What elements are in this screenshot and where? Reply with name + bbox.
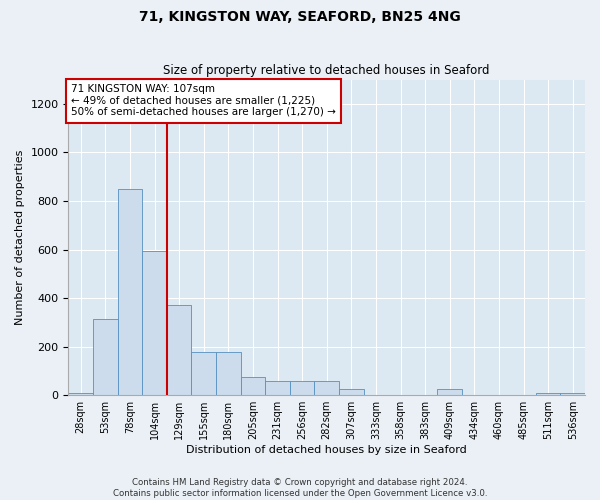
Bar — [93, 318, 118, 395]
Bar — [290, 380, 314, 395]
Y-axis label: Number of detached properties: Number of detached properties — [15, 150, 25, 325]
Bar — [339, 389, 364, 395]
Bar — [241, 377, 265, 395]
Bar — [118, 189, 142, 395]
X-axis label: Distribution of detached houses by size in Seaford: Distribution of detached houses by size … — [187, 445, 467, 455]
Bar — [437, 389, 462, 395]
Bar — [560, 393, 585, 395]
Bar — [142, 250, 167, 395]
Title: Size of property relative to detached houses in Seaford: Size of property relative to detached ho… — [163, 64, 490, 77]
Text: 71 KINGSTON WAY: 107sqm
← 49% of detached houses are smaller (1,225)
50% of semi: 71 KINGSTON WAY: 107sqm ← 49% of detache… — [71, 84, 336, 117]
Text: 71, KINGSTON WAY, SEAFORD, BN25 4NG: 71, KINGSTON WAY, SEAFORD, BN25 4NG — [139, 10, 461, 24]
Text: Contains HM Land Registry data © Crown copyright and database right 2024.
Contai: Contains HM Land Registry data © Crown c… — [113, 478, 487, 498]
Bar — [216, 352, 241, 395]
Bar — [167, 306, 191, 395]
Bar — [536, 393, 560, 395]
Bar — [191, 352, 216, 395]
Bar — [314, 380, 339, 395]
Bar — [265, 380, 290, 395]
Bar — [68, 393, 93, 395]
